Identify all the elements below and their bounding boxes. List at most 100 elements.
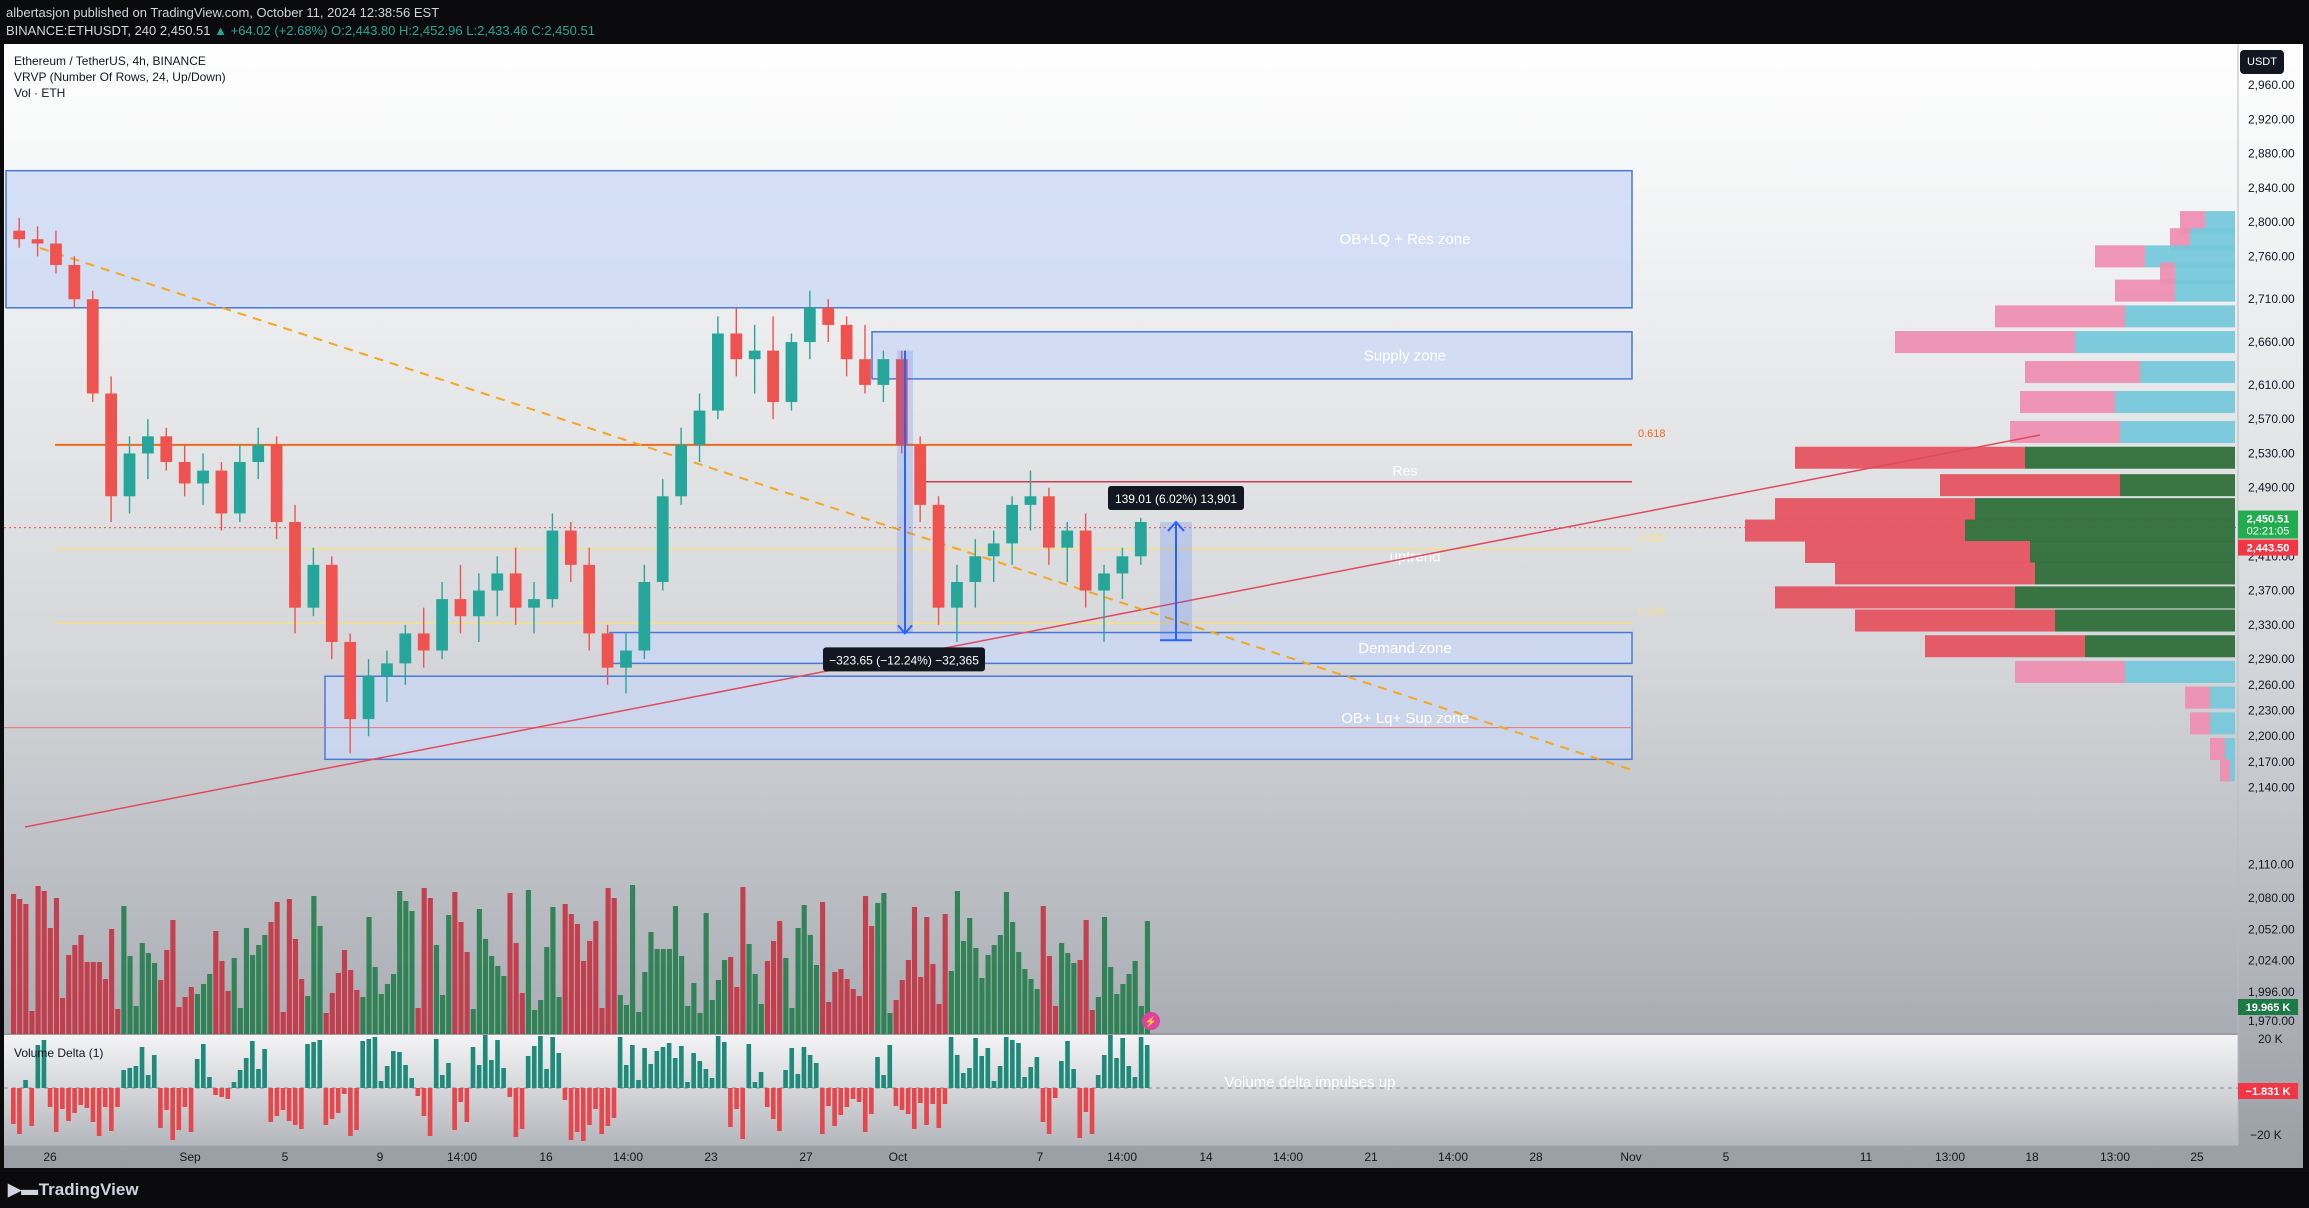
delta-bar <box>930 1088 935 1104</box>
delta-bar <box>182 1088 188 1107</box>
volume-bar <box>562 904 568 1034</box>
currency-button[interactable]: USDT <box>2240 50 2284 74</box>
delta-bar <box>482 1035 488 1088</box>
volume-bar <box>96 962 102 1034</box>
chart-legend: Ethereum / TetherUS, 4h, BINANCE VRVP (N… <box>14 53 226 101</box>
delta-bar <box>550 1037 555 1088</box>
delta-bar <box>1108 1035 1113 1088</box>
candle-body <box>233 462 246 514</box>
delta-bar <box>139 1047 145 1088</box>
volume-bar <box>213 931 219 1034</box>
time-tick: 21 <box>1364 1150 1378 1164</box>
delta-bar <box>262 1049 267 1088</box>
delta-bar <box>47 1088 53 1107</box>
delta-bar <box>991 1081 997 1088</box>
volume-bar <box>427 898 433 1034</box>
tradingview-logo: ▶▬ TradingView <box>8 1180 139 1200</box>
price-tick: 2,800.00 <box>2248 215 2295 229</box>
delta-bar <box>335 1088 341 1113</box>
profile-up-bar <box>2125 305 2235 328</box>
profile-up-bar <box>2225 738 2235 761</box>
profile-down-bar <box>2025 361 2140 384</box>
delta-bar <box>893 1088 899 1106</box>
fib-label: 0.236 <box>1638 606 1666 618</box>
volume-bar <box>630 885 636 1034</box>
delta-bar <box>746 1044 752 1088</box>
delta-bar <box>1114 1058 1119 1088</box>
legend-vrvp[interactable]: VRVP (Number Of Rows, 24, Up/Down) <box>14 70 226 84</box>
delta-bar <box>35 1045 41 1088</box>
profile-up-bar <box>2015 586 2235 609</box>
last-price: 2,450.51 <box>159 23 211 38</box>
delta-bar <box>84 1088 90 1108</box>
delta-bar <box>231 1082 237 1088</box>
delta-bar <box>391 1051 396 1088</box>
delta-bar <box>384 1066 390 1088</box>
delta-bar <box>427 1088 433 1136</box>
price-tick: 2,370.00 <box>2248 584 2295 598</box>
delta-bar <box>875 1057 880 1088</box>
price-tick: 2,080.00 <box>2248 891 2295 905</box>
price-axis[interactable]: 2,960.00 2,920.00 2,880.00 2,840.00 2,800.00… <box>2248 78 2295 1142</box>
volume-bar <box>35 886 41 1034</box>
delta-bar <box>581 1088 586 1141</box>
delta-bar <box>78 1088 84 1105</box>
volume-bar <box>1132 961 1138 1034</box>
volume-bar <box>495 966 501 1034</box>
delta-bar <box>985 1048 991 1088</box>
volume-bar <box>329 993 335 1034</box>
measure-down-label: −323.65 (−12.24%) −32,365 <box>829 653 979 667</box>
delta-bar <box>709 1078 715 1088</box>
delta-bar <box>599 1088 605 1134</box>
volume-bar <box>280 1012 286 1034</box>
volume-bar <box>531 1010 538 1034</box>
published-line: albertasjon published on TradingView.com… <box>6 5 440 20</box>
volume-bar <box>544 947 550 1034</box>
volume-bar <box>421 888 427 1034</box>
symbol-label: BINANCE:ETHUSDT, 240 <box>6 23 157 38</box>
volume-bar <box>274 902 280 1034</box>
delta-bar <box>911 1088 917 1129</box>
profile-up-bar <box>2145 245 2235 268</box>
volume-bar <box>599 1008 605 1034</box>
price-chart[interactable]: OB+LQ + Res zone Supply zone Demand zone OB… <box>0 42 2309 1170</box>
profile-down-bar <box>1940 474 2120 497</box>
volume-bar <box>311 896 317 1034</box>
time-axis[interactable]: 26 Sep 5 9 14:00 16 14:00 23 27 Oct 7 14:00 14 14:00 2… <box>43 1150 2204 1164</box>
volume-bar <box>458 922 464 1034</box>
candle-body <box>564 530 577 565</box>
volume-bar <box>170 920 176 1034</box>
candle-body <box>215 470 228 514</box>
volume-bar <box>360 997 366 1034</box>
delta-bar <box>636 1080 641 1088</box>
volume-bar <box>354 990 360 1034</box>
volume-delta-legend[interactable]: Volume Delta (1) <box>14 1046 104 1060</box>
volume-bar <box>997 935 1003 1034</box>
legend-title[interactable]: Ethereum / TetherUS, 4h, BINANCE <box>14 54 206 68</box>
candle-body <box>160 436 173 463</box>
volume-bar <box>869 926 875 1034</box>
volume-delta-layer: Volume delta impulses up <box>4 1035 2238 1141</box>
delta-bar <box>250 1041 255 1088</box>
delta-bar <box>1010 1040 1015 1088</box>
candle-body <box>620 650 632 668</box>
volume-bar <box>23 904 29 1034</box>
candle-body <box>748 350 761 360</box>
price-tick: 2,490.00 <box>2248 481 2295 495</box>
delta-bar <box>568 1088 574 1140</box>
delta-bar <box>311 1042 316 1088</box>
delta-bar <box>556 1053 562 1088</box>
candle-body <box>1042 496 1055 548</box>
profile-down-bar <box>2015 660 2125 683</box>
delta-bar <box>844 1088 850 1107</box>
price-tick: 1,970.00 <box>2248 1014 2295 1028</box>
volume-bar <box>764 961 770 1034</box>
volume-bar <box>41 891 47 1034</box>
volume-bar <box>176 1007 182 1034</box>
legend-vol[interactable]: Vol · ETH <box>14 86 66 100</box>
volume-bar <box>642 972 648 1034</box>
volume-bar <box>556 997 562 1034</box>
delta-bar <box>256 1069 261 1088</box>
volume-bar <box>862 896 869 1034</box>
delta-bar <box>90 1088 96 1122</box>
